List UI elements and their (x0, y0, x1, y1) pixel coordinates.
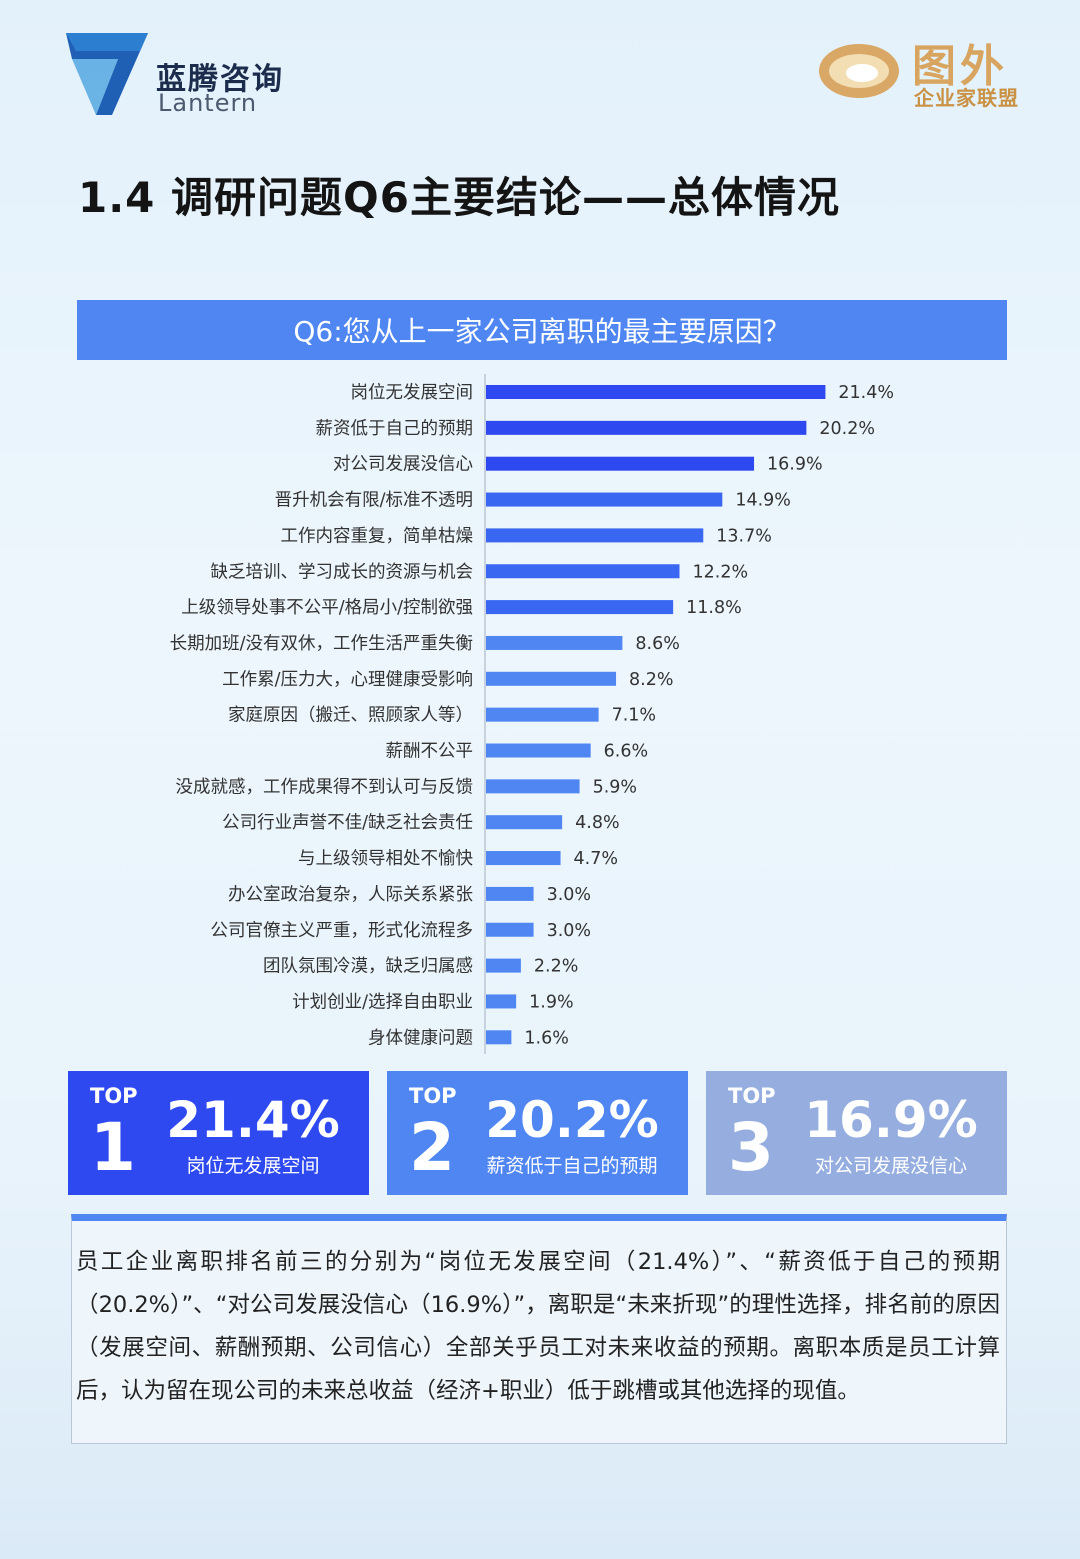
category-label: 办公室政治复杂，人际关系紧张 (228, 885, 473, 905)
value-label: 3.0% (547, 885, 591, 905)
value-label: 4.8% (575, 813, 619, 833)
value-label: 11.8% (686, 598, 742, 618)
bar-chart: 岗位无发展空间 21.4% 薪资低于自己的预期 20.2% 对公司发展没信心 16.9% 晋… (170, 374, 894, 1054)
category-label: 上级领导处事不公平/格局小/控制欲强 (181, 598, 473, 618)
bar (486, 635, 623, 650)
category-label: 计划创业/选择自由职业 (292, 992, 473, 1012)
top-label: 岗位无发展空间 (186, 1155, 320, 1177)
bar (486, 707, 599, 722)
summary-text: 员工企业离职排名前三的分别为“岗位无发展空间（21.4%）”、“薪资低于自己的预… (76, 1249, 1000, 1404)
value-label: 14.9% (735, 491, 791, 511)
brand-name-cn: 蓝腾咨询 (156, 62, 284, 97)
value-label: 5.9% (593, 777, 637, 797)
top-card-2: TOP 2 20.2% 薪资低于自己的预期 (387, 1071, 688, 1195)
value-label: 3.0% (547, 921, 591, 941)
top-card-1: TOP 1 21.4% 岗位无发展空间 (68, 1071, 369, 1195)
bar (486, 492, 723, 507)
value-label: 21.4% (838, 383, 894, 403)
category-label: 薪资低于自己的预期 (316, 419, 474, 439)
lantern-logo-mark (66, 33, 148, 115)
category-label: 家庭原因（搬迁、照顾家人等） (228, 706, 473, 726)
value-label: 13.7% (716, 526, 772, 546)
bar (486, 886, 534, 901)
category-label: 工作累/压力大，心理健康受影响 (222, 670, 473, 690)
bar (486, 779, 580, 794)
category-label: 工作内容重复，简单枯燥 (281, 526, 474, 546)
bar (486, 958, 521, 973)
value-label: 4.7% (574, 849, 618, 869)
value-label: 7.1% (612, 706, 656, 726)
bar (486, 600, 674, 615)
bar (486, 420, 807, 435)
top-percent: 21.4% (166, 1091, 340, 1149)
category-label: 公司官僚主义严重，形式化流程多 (211, 921, 474, 941)
question-banner: Q6:您从上一家公司离职的最主要原因？ (77, 300, 1007, 360)
value-label: 8.2% (629, 670, 673, 690)
value-label: 1.6% (524, 1028, 568, 1048)
category-label: 晋升机会有限/标准不透明 (275, 491, 473, 511)
bar (486, 851, 561, 866)
top-card-3: TOP 3 16.9% 对公司发展没信心 (706, 1071, 1007, 1195)
bar (486, 671, 617, 686)
summary-box: 员工企业离职排名前三的分别为“岗位无发展空间（21.4%）”、“薪资低于自己的预… (71, 1214, 1007, 1444)
category-label: 岗位无发展空间 (351, 383, 474, 403)
bar (486, 743, 591, 758)
partner-logo-subtext: 企业家联盟 (914, 86, 1019, 110)
bar (486, 815, 563, 830)
bar (486, 528, 704, 543)
top-rank: 3 (728, 1109, 774, 1186)
value-label: 20.2% (819, 419, 875, 439)
value-label: 12.2% (692, 562, 748, 582)
category-label: 薪酬不公平 (386, 742, 474, 762)
partner-logo-text: 图外 (912, 41, 1008, 92)
category-label: 缺乏培训、学习成长的资源与机会 (211, 562, 474, 582)
top-label: 对公司发展没信心 (814, 1155, 967, 1177)
top-percent: 16.9% (804, 1091, 978, 1149)
bar (486, 456, 755, 471)
value-label: 6.6% (604, 742, 648, 762)
value-label: 2.2% (534, 957, 578, 977)
question-text: Q6:您从上一家公司离职的最主要原因？ (293, 315, 791, 348)
category-label: 对公司发展没信心 (333, 455, 473, 475)
category-label: 与上级领导相处不愉快 (298, 849, 473, 869)
top-word: TOP (409, 1084, 457, 1108)
category-label: 身体健康问题 (368, 1028, 473, 1048)
brand-name-en: Lantern (158, 89, 258, 117)
bar (486, 385, 826, 399)
top-word: TOP (728, 1084, 776, 1108)
bar (486, 1030, 512, 1045)
top-rank: 1 (90, 1109, 136, 1186)
bar (486, 994, 517, 1009)
category-label: 没成就感，工作成果得不到认可与反馈 (176, 777, 474, 797)
bar (486, 922, 534, 937)
value-label: 16.9% (767, 455, 823, 475)
category-label: 长期加班/没有双休，工作生活严重失衡 (170, 634, 473, 654)
category-label: 团队氛围冷漠，缺乏归属感 (263, 957, 473, 977)
value-label: 1.9% (529, 992, 573, 1012)
bar (486, 564, 680, 579)
top-word: TOP (90, 1084, 138, 1108)
page-title: 1.4 调研问题Q6主要结论——总体情况 (78, 173, 840, 222)
top-percent: 20.2% (485, 1091, 659, 1149)
top-rank: 2 (409, 1109, 455, 1186)
top-label: 薪资低于自己的预期 (486, 1155, 658, 1177)
category-label: 公司行业声誉不佳/缺乏社会责任 (222, 813, 473, 833)
partner-logo-ring (819, 44, 899, 98)
value-label: 8.6% (635, 634, 679, 654)
